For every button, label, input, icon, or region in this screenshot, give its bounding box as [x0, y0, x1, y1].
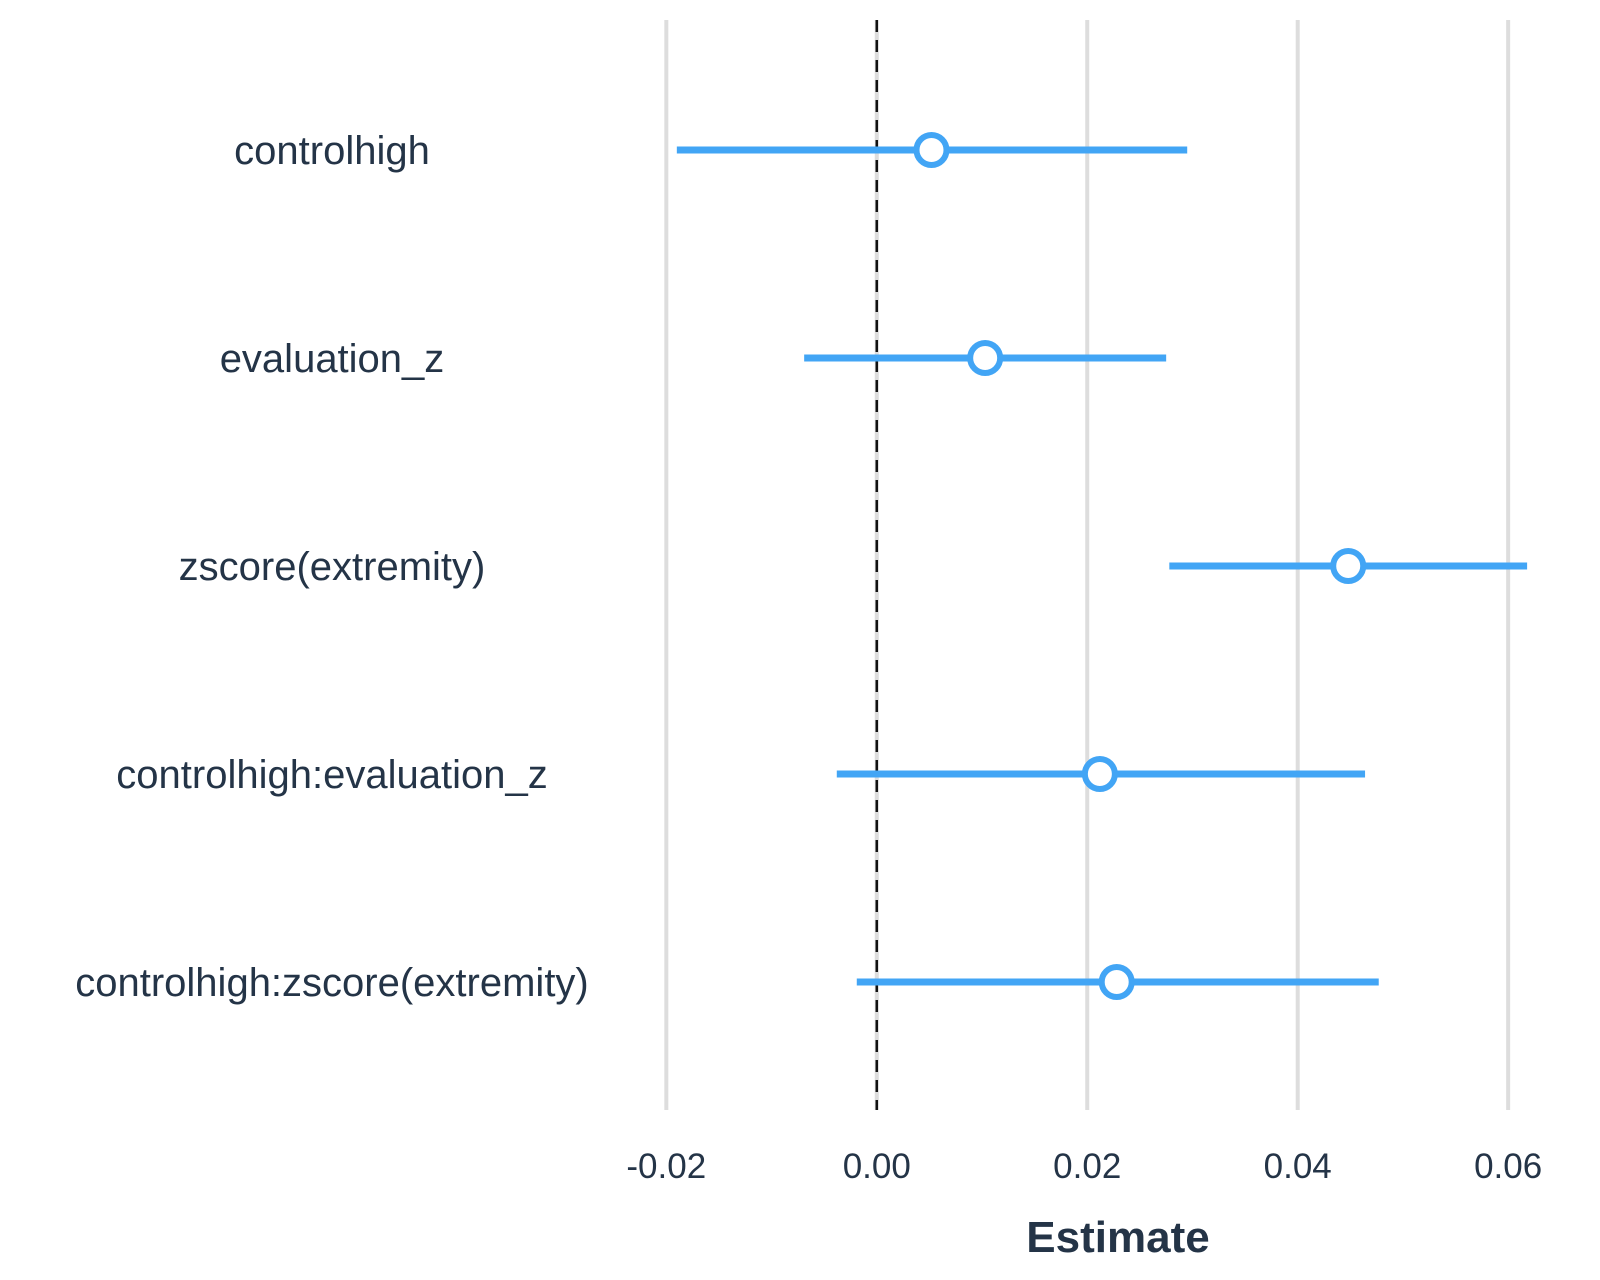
term-labels: controlhigh evaluation_z zscore(extremity)…	[75, 129, 589, 1005]
term-label: controlhigh	[234, 129, 430, 173]
term-label: controlhigh:evaluation_z	[116, 753, 547, 797]
estimate-point	[1081, 756, 1118, 792]
term-label: controlhigh:zscore(extremity)	[75, 961, 589, 1005]
x-tick-label: 0.04	[1264, 1147, 1332, 1186]
estimate-point	[1330, 548, 1367, 584]
term-label: zscore(extremity)	[179, 545, 486, 589]
estimate-point	[1098, 964, 1135, 1000]
estimates-layer	[676, 132, 1528, 1000]
x-axis-title: Estimate	[1026, 1213, 1209, 1262]
estimate-point	[913, 132, 950, 168]
x-tick-label: 0.02	[1053, 1147, 1121, 1186]
term-label: evaluation_z	[220, 337, 445, 381]
x-tick-labels: -0.02 0.00 0.02 0.04 0.06	[626, 1147, 1542, 1186]
estimate-point	[967, 340, 1004, 376]
x-tick-label: 0.00	[843, 1147, 911, 1186]
x-tick-label: 0.06	[1474, 1147, 1542, 1186]
x-tick-label: -0.02	[626, 1147, 706, 1186]
